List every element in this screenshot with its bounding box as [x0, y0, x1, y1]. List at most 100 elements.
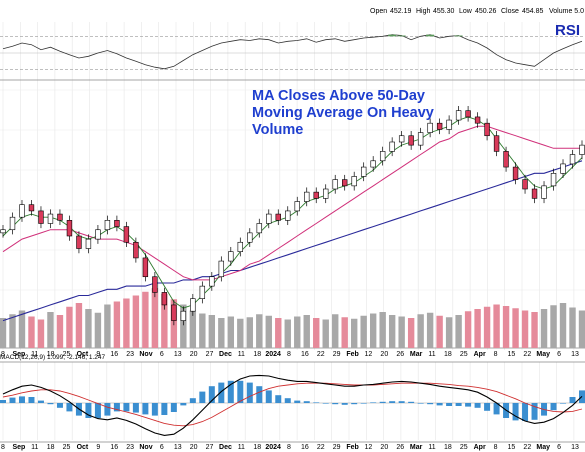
volume-bars — [0, 288, 585, 348]
volume-bar — [502, 306, 510, 348]
macd-signal-line — [2, 382, 583, 427]
candle-body — [484, 122, 490, 137]
volume-bar — [388, 315, 396, 348]
volume-bar — [75, 303, 83, 348]
x-tick-label: 27 — [206, 351, 214, 358]
volume-bar — [189, 310, 197, 348]
x-tick-label: 11 — [428, 351, 435, 358]
x-tick-label: 22 — [317, 444, 325, 451]
volume-bar — [417, 314, 424, 348]
macd-histogram-bar — [417, 403, 424, 404]
candle-body — [38, 210, 44, 224]
x-tick-label: 8 — [287, 351, 291, 358]
x-tick-label: 6 — [557, 351, 561, 358]
volume-bar — [493, 304, 500, 348]
x-tick-label: 15 — [508, 444, 516, 451]
x-tick-label: 27 — [206, 444, 214, 451]
x-tick-label: Dec — [219, 444, 232, 451]
candle-body — [76, 235, 82, 249]
x-tick-label: 25 — [63, 444, 71, 451]
candle-body — [218, 260, 225, 278]
macd-histogram-bar — [569, 397, 576, 403]
annotation-line-1: MA Closes Above 50-Day — [252, 88, 425, 104]
x-tick-label: 11 — [428, 444, 435, 451]
x-tick-label: 6 — [160, 444, 164, 451]
x-axis-labels-bottom: 8 Sep 11 18 25 Oct 9 16 23 Nov 6 13 20 27 Dec 11 18 2024 8… — [1, 444, 579, 451]
x-tick-label: 20 — [190, 351, 198, 358]
candle-body — [152, 276, 158, 293]
volume-bar — [161, 294, 168, 348]
macd-histogram-bar — [427, 403, 434, 405]
x-tick-label: 9 — [96, 351, 100, 358]
volume-bar — [123, 298, 130, 348]
volume-bar — [265, 315, 272, 348]
volume-bar — [37, 319, 45, 348]
volume-bar — [28, 316, 35, 348]
x-tick-label: Sep — [12, 351, 25, 358]
candle-body — [398, 135, 405, 143]
macd-histogram-bar — [199, 391, 206, 403]
rsi-overbought-fill — [397, 35, 406, 37]
volume-bar — [313, 318, 320, 348]
x-tick-label: 12 — [365, 444, 373, 451]
candle-body — [95, 229, 101, 240]
x-tick-label: 9 — [96, 444, 100, 451]
macd-histogram-bar — [142, 403, 149, 415]
candle-body — [9, 216, 16, 231]
macd-panel — [0, 374, 585, 436]
macd-histogram-bar — [446, 403, 453, 406]
volume-bar — [521, 310, 529, 348]
volume-bar — [284, 319, 291, 348]
macd-histogram-bar — [474, 403, 481, 408]
candle-body — [57, 213, 63, 221]
volume-bar — [85, 309, 92, 348]
macd-line — [2, 374, 583, 436]
x-axis-labels: 8 Sep 11 18 25 Oct 9 16 23 Nov 6 13 20 27 Dec 11 18 2024 8… — [1, 351, 579, 358]
candle-body — [19, 204, 25, 218]
x-tick-label: 25 — [63, 351, 71, 358]
x-tick-label: 11 — [238, 351, 245, 358]
x-tick-label: Oct — [77, 351, 89, 358]
macd-histogram-bar — [161, 403, 168, 415]
macd-histogram-bar — [436, 403, 443, 406]
candle-body — [47, 213, 54, 224]
volume-bar — [322, 319, 329, 348]
volume-bar — [407, 318, 415, 348]
macd-histogram-bar — [493, 403, 500, 415]
x-tick-label: Nov — [139, 351, 152, 358]
candle-body — [332, 179, 338, 190]
candle-body — [541, 185, 547, 199]
x-tick-label: Oct — [77, 444, 89, 451]
candle-body — [370, 160, 376, 168]
x-tick-label: 23 — [126, 444, 134, 451]
volume-bar — [218, 318, 225, 348]
x-tick-label: 16 — [301, 351, 309, 358]
x-tick-label: Feb — [346, 444, 358, 451]
macd-histogram-bar — [313, 402, 320, 403]
volume-bar — [208, 315, 216, 348]
volume-bar — [275, 318, 282, 348]
x-tick-label: Mar — [410, 444, 423, 451]
candle-body — [417, 132, 424, 146]
macd-histogram-bar — [465, 403, 472, 407]
candle-body — [247, 232, 253, 243]
volume-bar — [550, 305, 557, 348]
volume-bar — [540, 309, 548, 348]
x-tick-label: 18 — [253, 351, 261, 358]
open-label: Open — [370, 8, 388, 15]
candle-body — [237, 241, 243, 252]
candle-body — [180, 310, 187, 321]
volume-bar — [18, 310, 26, 348]
x-tick-label: 6 — [160, 351, 164, 358]
x-tick-label: 29 — [333, 444, 341, 451]
volume-bar — [350, 318, 358, 348]
volume-bar — [142, 291, 149, 348]
volume-bar — [132, 295, 140, 348]
candle-body — [531, 188, 538, 199]
macd-histogram-bar — [170, 403, 177, 412]
macd-histogram-bar — [512, 403, 519, 421]
x-tick-label: 6 — [557, 444, 561, 451]
candle-body — [142, 257, 149, 278]
macd-histogram-bar — [123, 403, 130, 412]
x-tick-label: 8 — [287, 444, 291, 451]
